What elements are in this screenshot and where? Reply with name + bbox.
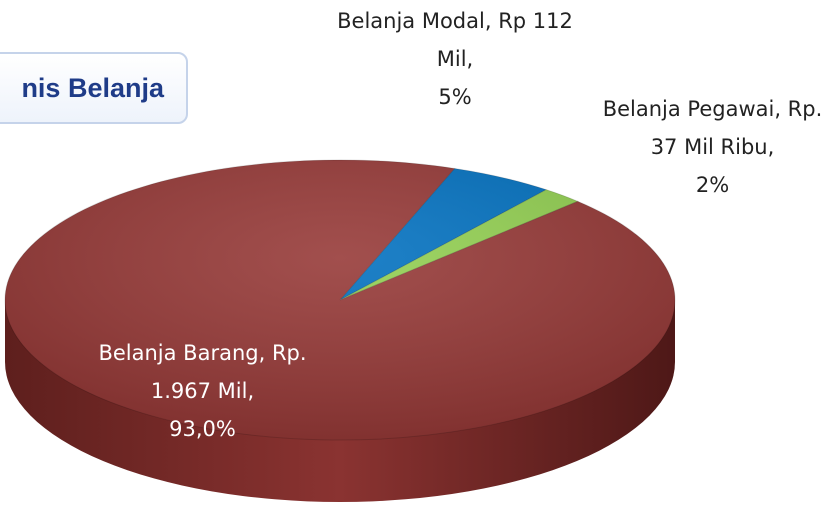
data-label: Belanja Pegawai, Rp. 37 Mil Ribu, 2% xyxy=(590,90,835,204)
value-label: 93,0% xyxy=(169,417,236,441)
pie-shine xyxy=(5,160,675,440)
data-label: Belanja Modal, Rp 112 Mil, 5% xyxy=(325,2,585,116)
category-label: Belanja Barang, Rp. 1.967 Mil, xyxy=(98,341,307,403)
data-label: Belanja Barang, Rp. 1.967 Mil, 93,0% xyxy=(70,334,335,448)
category-label: Belanja Pegawai, Rp. 37 Mil Ribu, xyxy=(602,97,823,159)
value-label: 2% xyxy=(695,173,730,197)
value-label: 5% xyxy=(438,85,472,109)
chart-title: nis Belanja xyxy=(0,52,188,124)
category-label: Belanja Modal, Rp 112 Mil, xyxy=(337,9,573,71)
